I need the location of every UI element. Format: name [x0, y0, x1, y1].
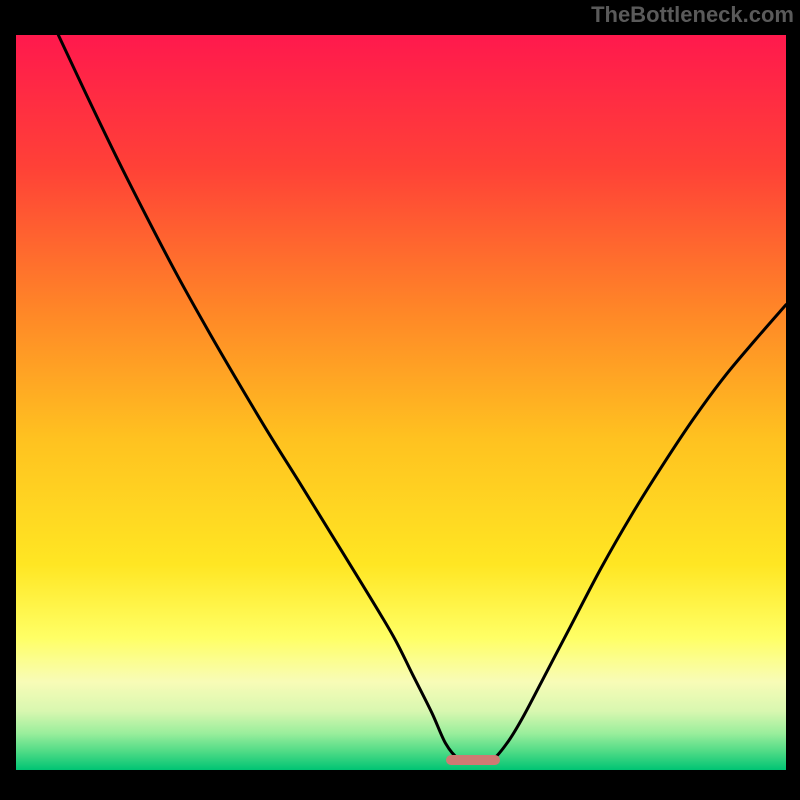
plot-area — [16, 35, 786, 770]
chart-stage: TheBottleneck.com — [0, 0, 800, 800]
curve-svg — [16, 35, 786, 770]
watermark-text: TheBottleneck.com — [591, 2, 794, 28]
optimum-marker — [446, 755, 500, 765]
bottleneck-curve — [58, 35, 786, 761]
